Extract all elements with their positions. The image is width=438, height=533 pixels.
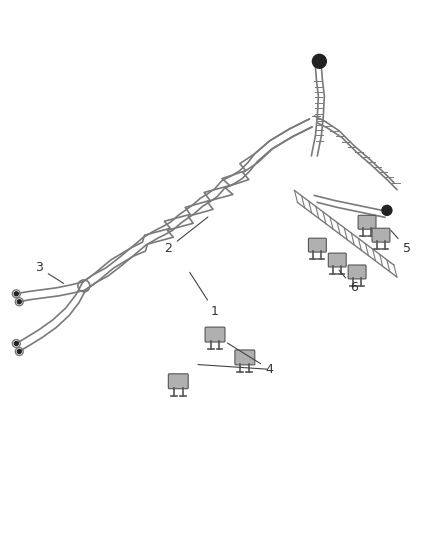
FancyBboxPatch shape xyxy=(168,374,188,389)
FancyBboxPatch shape xyxy=(358,215,376,229)
Text: 6: 6 xyxy=(339,270,358,294)
FancyBboxPatch shape xyxy=(372,228,390,242)
Text: 2: 2 xyxy=(164,217,208,255)
FancyBboxPatch shape xyxy=(328,253,346,267)
Text: 3: 3 xyxy=(35,262,64,284)
FancyBboxPatch shape xyxy=(235,350,255,365)
Text: 1: 1 xyxy=(190,272,219,318)
FancyBboxPatch shape xyxy=(205,327,225,342)
Circle shape xyxy=(382,205,392,215)
Circle shape xyxy=(17,300,21,304)
Text: 4: 4 xyxy=(227,343,274,376)
Circle shape xyxy=(17,350,21,353)
FancyBboxPatch shape xyxy=(348,265,366,279)
Circle shape xyxy=(14,342,18,345)
Circle shape xyxy=(312,54,326,68)
Text: 5: 5 xyxy=(391,230,411,255)
Circle shape xyxy=(14,292,18,296)
FancyBboxPatch shape xyxy=(308,238,326,252)
